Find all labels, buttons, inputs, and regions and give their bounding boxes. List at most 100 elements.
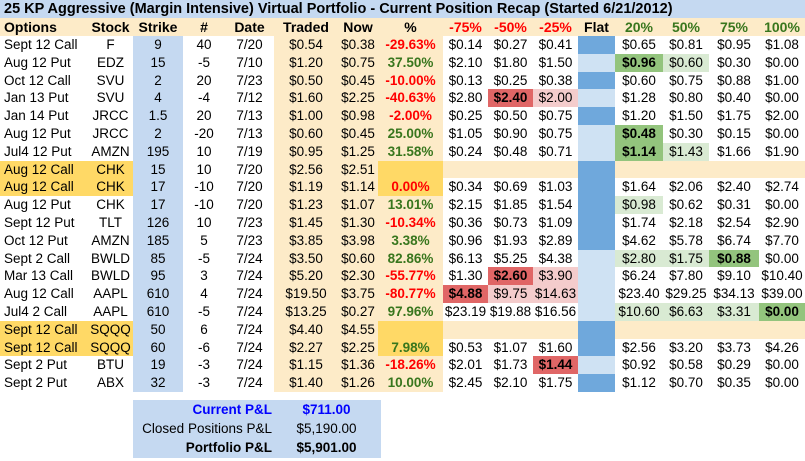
cell-strike: 15 xyxy=(133,160,183,179)
cell-now: $1.07 xyxy=(338,196,378,214)
cell-strike: 85 xyxy=(133,249,183,268)
table-row: Sept 12 Call SQQQ 60 -6 7/24 $2.27 $2.25 7.98% $… xyxy=(0,338,805,357)
cell-plus-75: $9.10 xyxy=(717,268,751,284)
cell-plus-75: $3.73 xyxy=(717,339,751,355)
cell-now: $0.60 xyxy=(338,249,378,268)
cell-traded: $19.50 xyxy=(274,285,338,303)
cell-plus-100: $0.00 xyxy=(765,250,799,266)
cell-minus-75: $0.96 xyxy=(448,232,483,248)
cell-minus-50: $9.75 xyxy=(488,285,533,303)
cell-minus-50: $0.27 xyxy=(493,37,528,52)
cell-plus-50: $2.06 xyxy=(669,179,703,195)
cell-qty: -4 xyxy=(197,90,210,106)
cell-options: Oct 12 Put xyxy=(4,232,68,248)
cell-plus-75: $6.74 xyxy=(717,232,751,248)
header-traded: Traded xyxy=(274,18,338,36)
cell-plus-100: $39.00 xyxy=(761,286,803,302)
cell-minus-50: $1.85 xyxy=(493,197,528,213)
cell-minus-50: $0.25 xyxy=(493,72,528,88)
cell-stock: SVU xyxy=(96,90,125,106)
cell-minus-75: $0.36 xyxy=(448,214,483,230)
cell-strike: 50 xyxy=(133,320,183,339)
cell-plus-50: $1.75 xyxy=(663,249,709,268)
cell-flat xyxy=(578,142,615,161)
cell-minus-25 xyxy=(533,320,578,339)
cell-plus-50: $0.81 xyxy=(669,37,703,52)
cell-pct: 3.38% xyxy=(378,231,443,250)
cell-plus-75: $0.30 xyxy=(717,54,751,70)
cell-pct: -55.77% xyxy=(378,267,443,286)
cell-options: Jul4 2 Call xyxy=(4,303,68,319)
cell-flat xyxy=(578,196,615,214)
cell-minus-75: $6.13 xyxy=(448,250,483,266)
cell-stock: AAPL xyxy=(93,303,128,319)
cell-minus-50: $2.60 xyxy=(488,267,533,286)
cell-plus-50: $0.70 xyxy=(669,375,703,391)
cell-options: Aug 12 Call xyxy=(0,160,88,179)
cell-minus-75: $0.14 xyxy=(448,37,483,52)
cell-flat xyxy=(578,160,615,179)
cell-flat xyxy=(578,231,615,250)
cell-qty: -3 xyxy=(197,375,210,391)
cell-plus-20: $0.98 xyxy=(615,196,663,214)
cell-strike: 2 xyxy=(133,124,183,143)
cell-minus-50: $0.73 xyxy=(493,214,528,230)
cell-plus-100: $0.00 xyxy=(765,54,799,70)
cell-minus-75: $4.88 xyxy=(443,285,488,303)
header-now: Now xyxy=(338,18,378,36)
cell-traded: $1.00 xyxy=(274,107,338,125)
cell-traded: $0.60 xyxy=(274,124,338,143)
cell-pct: 31.58% xyxy=(378,142,443,161)
cell-plus-100: $1.08 xyxy=(765,37,799,52)
header-strike: Strike xyxy=(133,18,183,36)
cell-minus-50: $0.48 xyxy=(493,143,528,159)
cell-stock: ABX xyxy=(96,375,124,391)
cell-plus-50: $3.20 xyxy=(669,339,703,355)
cell-options: Oct 12 Call xyxy=(4,72,71,88)
cell-minus-25: $0.41 xyxy=(538,37,573,52)
cell-options: Aug 12 Call xyxy=(4,286,74,302)
cell-minus-75: $2.01 xyxy=(448,357,483,373)
cell-plus-100: $2.90 xyxy=(765,214,799,230)
cell-traded: $0.50 xyxy=(274,71,338,90)
cell-plus-50: $6.63 xyxy=(663,302,709,321)
cell-plus-50: $0.75 xyxy=(669,72,703,88)
cell-plus-75: $0.95 xyxy=(717,37,751,52)
cell-minus-50: $1.73 xyxy=(493,357,528,373)
cell-plus-50: $0.30 xyxy=(669,125,703,141)
cell-now: $2.25 xyxy=(338,338,378,357)
cell-plus-50: $1.43 xyxy=(663,142,709,161)
cell-date: 7/20 xyxy=(236,179,263,195)
cell-flat xyxy=(578,124,615,143)
cell-traded: $1.15 xyxy=(274,356,338,375)
cell-flat xyxy=(578,89,615,108)
cell-options: Sept 12 Call xyxy=(0,338,88,357)
portfolio-pl-label: Portfolio P&L xyxy=(185,440,272,455)
cell-strike: 9 xyxy=(133,36,183,54)
cell-plus-50: $0.58 xyxy=(669,357,703,373)
cell-plus-75: $0.88 xyxy=(717,72,751,88)
cell-minus-75: $0.34 xyxy=(448,179,483,195)
cell-date: 7/20 xyxy=(236,197,263,213)
cell-qty: 10 xyxy=(196,161,212,177)
cell-plus-100: $0.00 xyxy=(765,197,799,213)
cell-flat xyxy=(578,71,615,90)
cell-date: 7/24 xyxy=(236,357,263,373)
cell-flat xyxy=(578,285,615,303)
cell-minus-75: $1.30 xyxy=(448,268,483,284)
cell-plus-100: $0.00 xyxy=(765,90,799,106)
cell-date: 7/12 xyxy=(236,90,263,106)
cell-plus-100: $2.74 xyxy=(765,179,799,195)
current-pl-row: Current P&L $711.00 xyxy=(133,400,381,419)
cell-qty: -10 xyxy=(194,197,214,213)
table-row: Sept 12 Call F 9 40 7/20 $0.54 $0.38 -29.63% $0.… xyxy=(0,36,805,54)
cell-qty: -5 xyxy=(197,303,210,319)
header-row: Options Stock Strike # Date Traded Now %… xyxy=(0,18,805,36)
cell-qty: -3 xyxy=(197,357,210,373)
cell-date: 7/23 xyxy=(236,72,263,88)
cell-plus-75: $3.31 xyxy=(709,302,759,321)
cell-qty: -5 xyxy=(197,54,210,70)
cell-date: 7/24 xyxy=(236,321,263,337)
cell-minus-50 xyxy=(488,160,533,179)
cell-minus-25: $1.03 xyxy=(538,179,573,195)
